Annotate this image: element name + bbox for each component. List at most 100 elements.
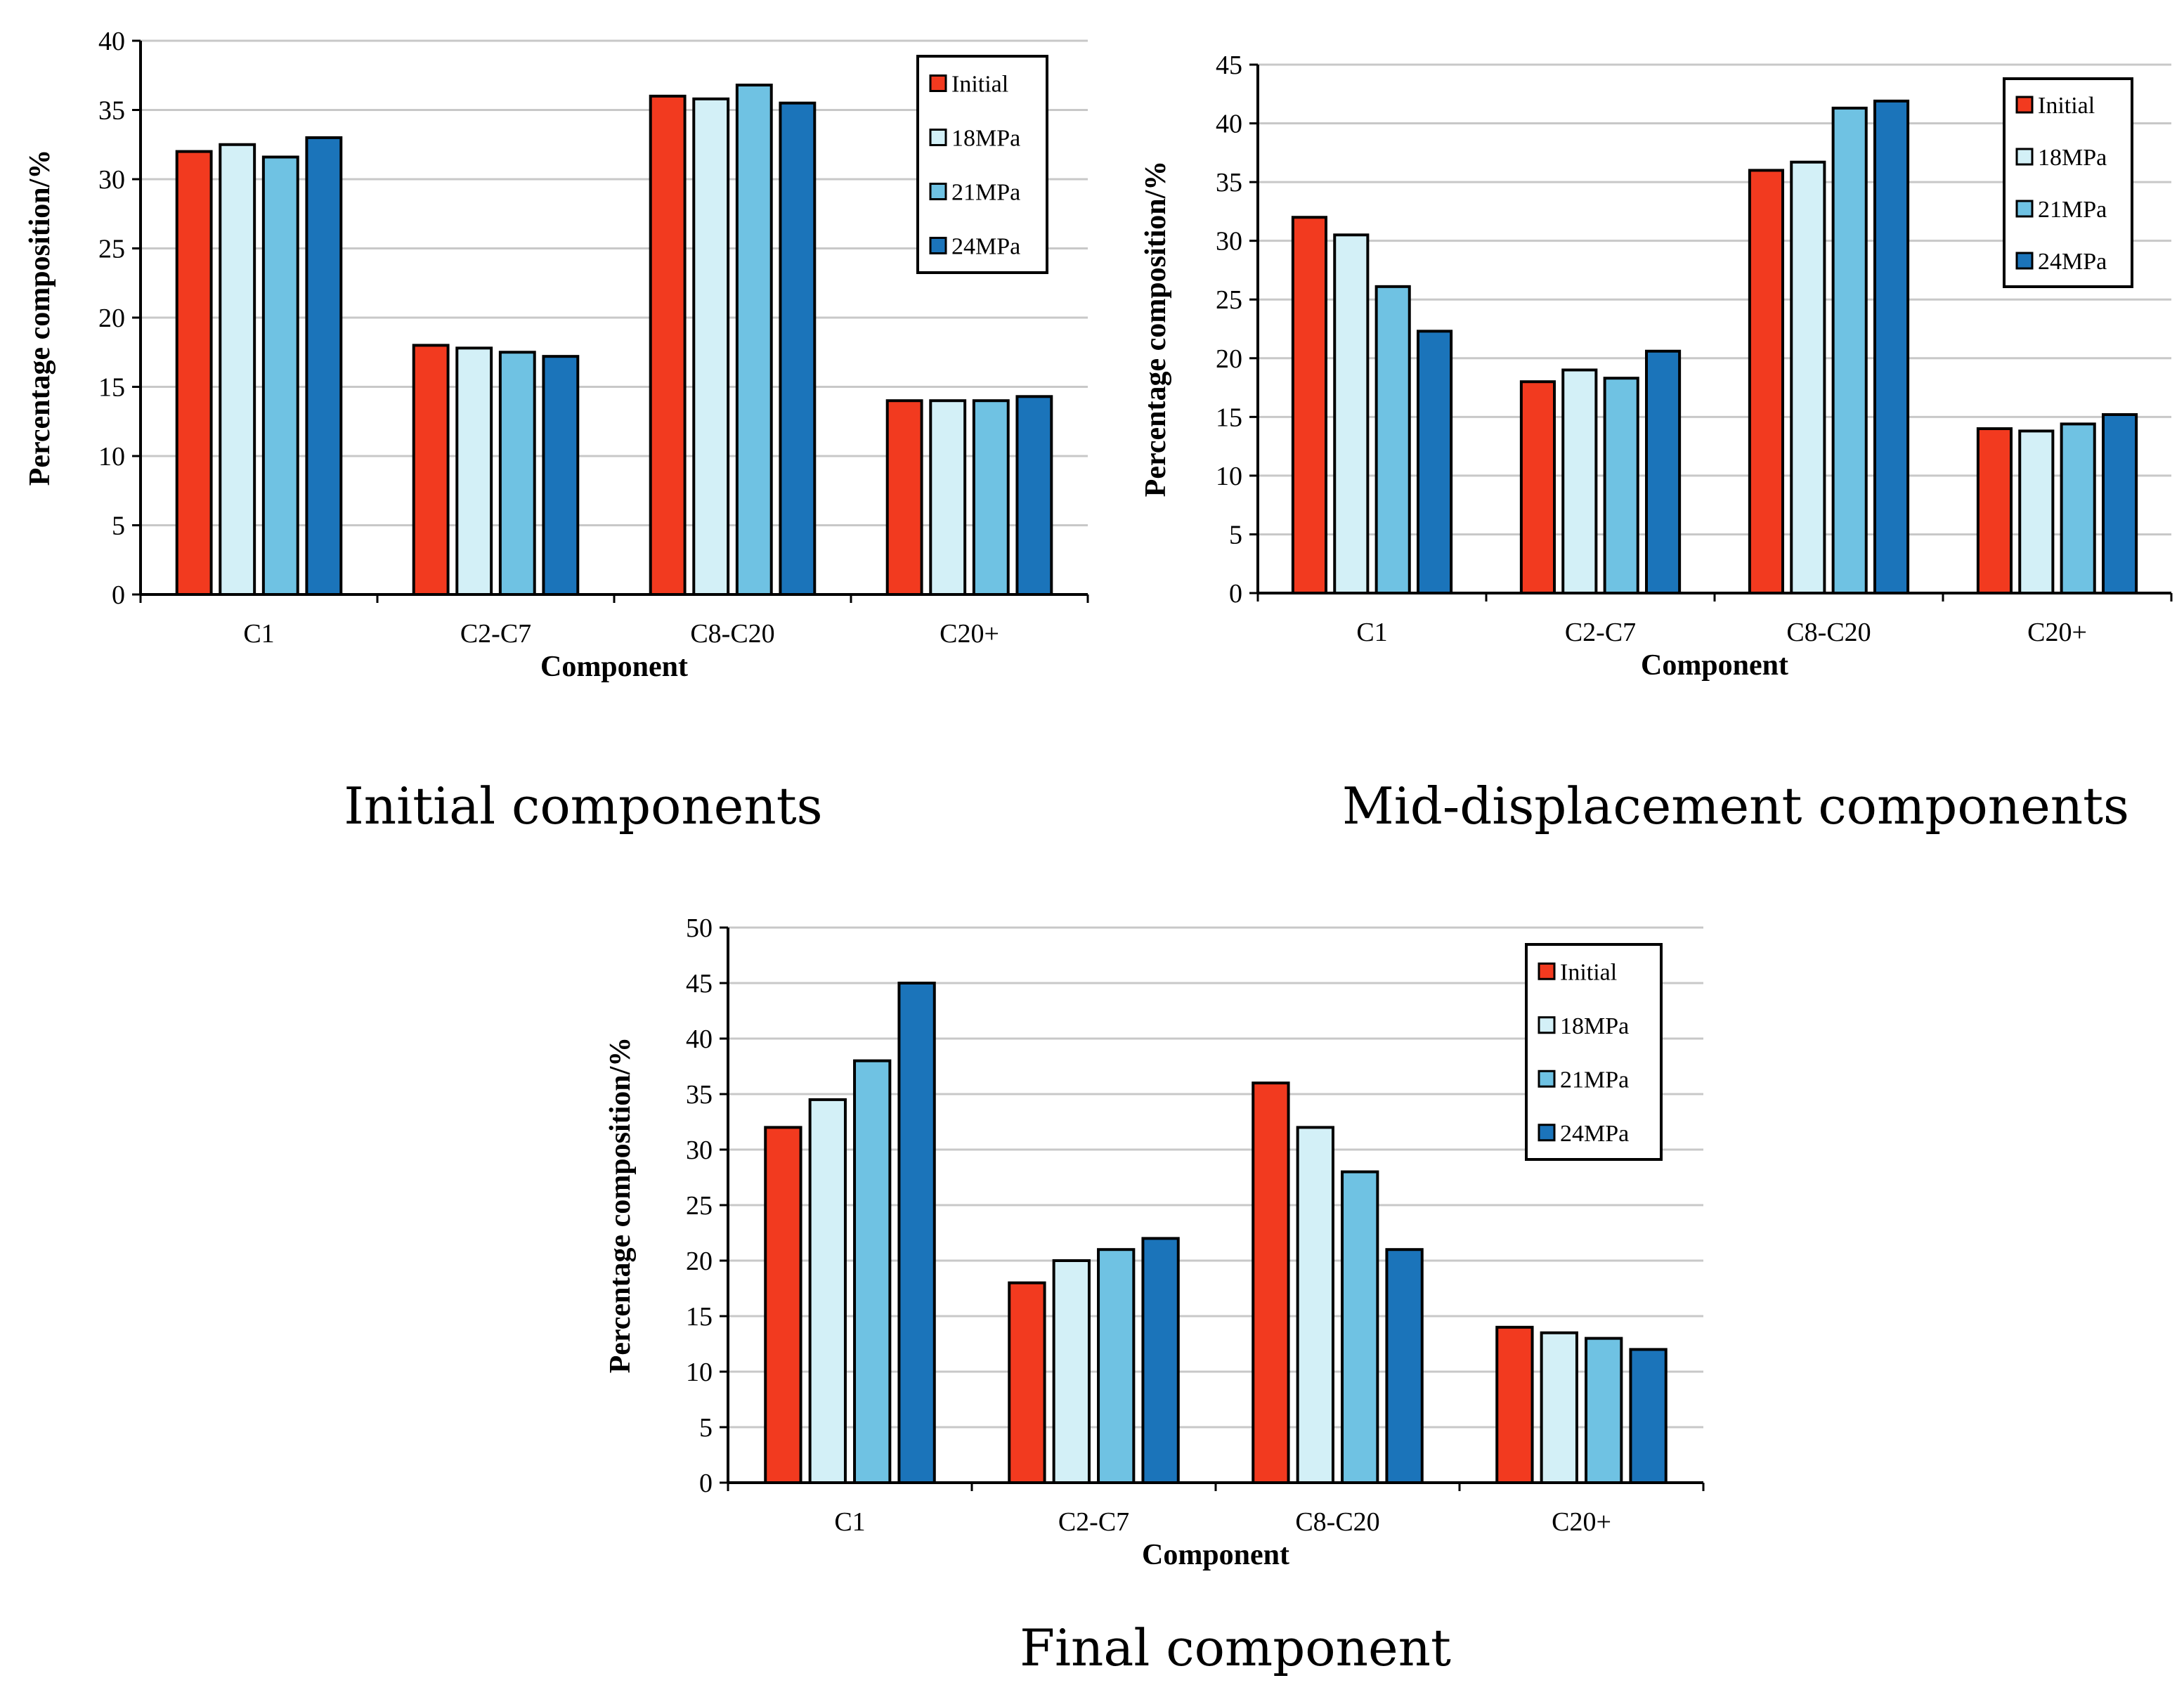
y-tick-label: 20 [1216, 344, 1242, 374]
y-tick-label: 20 [686, 1247, 713, 1276]
y-tick-label: 35 [1216, 168, 1242, 197]
y-tick-label: 5 [112, 512, 125, 541]
bar-21mpa-c8-c20 [1833, 108, 1866, 593]
bar-18mpa-c2-c7 [1563, 370, 1596, 593]
bar-24mpa-c8-c20 [1875, 101, 1908, 593]
chart-final-component: 0 5 10 15 20 25 30 35 40 45 50 C1 C2-C7 C8-C20 C20+ Com… [604, 913, 1703, 1571]
chart-mid-displacement-components: 0 5 10 15 20 25 30 35 40 45 C1 C2-C7 C8-C20 C20+ Compo… [1140, 51, 2171, 682]
legend-label-21mpa: 21MPa [2038, 197, 2107, 223]
y-axis-title: Percentage composition/% [604, 1037, 637, 1374]
bar-initial-c2-c7 [1521, 382, 1554, 593]
legend-label-21mpa: 21MPa [1560, 1067, 1629, 1093]
bar-21mpa-c1 [854, 1061, 890, 1483]
bar-21mpa-c2-c7 [1605, 378, 1638, 593]
y-tick-label: 5 [1229, 520, 1242, 550]
bar-21mpa-c20plus [1586, 1339, 1621, 1483]
x-tick-label: C1 [1356, 618, 1387, 647]
x-tick-label: C8-C20 [1786, 618, 1871, 647]
bar-21mpa-c1 [264, 157, 298, 594]
chart-initial-components: 0 5 10 15 20 25 30 35 40 C1 C2-C7 C8-C20 C20+ Compone… [24, 27, 1088, 683]
legend-label-initial: Initial [1560, 959, 1617, 985]
bar-18mpa-c8-c20 [1791, 162, 1824, 593]
bar-initial-c1 [1293, 217, 1326, 593]
bar-24mpa-c20plus [1630, 1349, 1665, 1483]
y-axis-title: Percentage composition/% [1140, 161, 1172, 498]
bar-21mpa-c1 [1377, 287, 1410, 593]
bar-18mpa-c20plus [1542, 1333, 1577, 1483]
bar-24mpa-c8-c20 [780, 103, 814, 594]
y-tick-label: 30 [1216, 227, 1242, 256]
bar-24mpa-c20plus [2103, 415, 2136, 593]
bar-initial-c2-c7 [414, 345, 448, 594]
figure-canvas: 0 5 10 15 20 25 30 35 40 C1 C2-C7 C8-C20 C20+ Compone… [0, 0, 2184, 1697]
y-tick-label: 0 [112, 580, 125, 610]
bar-24mpa-c2-c7 [1646, 351, 1679, 593]
y-tick-label: 40 [98, 27, 125, 56]
legend-swatch-initial [2017, 97, 2032, 112]
x-axis-title: Component [540, 651, 688, 683]
bar-18mpa-c8-c20 [694, 99, 728, 594]
bar-initial-c8-c20 [651, 96, 685, 594]
bar-initial-c1 [765, 1127, 800, 1483]
bar-21mpa-c8-c20 [737, 85, 772, 594]
bar-21mpa-c8-c20 [1342, 1172, 1377, 1483]
y-tick-label: 25 [686, 1191, 713, 1221]
y-tick-label: 45 [686, 969, 713, 999]
x-axis-title: Component [1641, 649, 1788, 682]
x-tick-label: C20+ [2027, 618, 2087, 647]
bar-18mpa-c1 [220, 145, 254, 594]
legend-label-initial: Initial [951, 72, 1008, 98]
y-tick-label: 40 [686, 1025, 713, 1054]
y-tick-label: 45 [1216, 51, 1242, 80]
bar-24mpa-c2-c7 [1143, 1238, 1178, 1483]
y-tick-label: 15 [686, 1302, 713, 1332]
bar-initial-c8-c20 [1253, 1083, 1288, 1483]
bar-24mpa-c1 [306, 138, 341, 594]
x-axis-title: Component [1142, 1539, 1289, 1571]
caption-initial: Initial components [344, 776, 822, 836]
x-tick-label: C1 [243, 619, 274, 649]
legend-label-18mpa: 18MPa [1560, 1013, 1629, 1039]
caption-final: Final component [1020, 1618, 1451, 1677]
bar-24mpa-c1 [1418, 331, 1451, 593]
x-tick-label: C2-C7 [1058, 1507, 1129, 1537]
bar-initial-c20plus [888, 401, 922, 594]
legend: Initial 18MPa 21MPa 24MPa [918, 56, 1047, 273]
bar-initial-c8-c20 [1750, 170, 1783, 593]
legend-swatch-18mpa [2017, 149, 2032, 164]
y-tick-label: 25 [1216, 285, 1242, 315]
bar-24mpa-c1 [899, 983, 934, 1483]
bar-initial-c2-c7 [1009, 1283, 1044, 1483]
y-tick-label: 30 [98, 165, 125, 195]
y-tick-label: 10 [686, 1358, 713, 1387]
legend-label-initial: Initial [2038, 93, 2095, 119]
y-tick-label: 10 [1216, 462, 1242, 491]
legend-swatch-18mpa [1539, 1017, 1554, 1033]
y-axis-title: Percentage composition/% [24, 150, 56, 486]
bar-18mpa-c8-c20 [1298, 1127, 1333, 1483]
y-tick-label: 10 [98, 442, 125, 472]
legend-label-24mpa: 24MPa [2038, 249, 2107, 275]
x-tick-label: C1 [834, 1507, 865, 1537]
bar-21mpa-c20plus [2062, 424, 2095, 593]
y-tick-label: 40 [1216, 110, 1242, 139]
y-tick-label: 30 [686, 1136, 713, 1165]
legend-swatch-initial [1539, 963, 1554, 979]
legend: Initial 18MPa 21MPa 24MPa [2004, 79, 2132, 287]
caption-mid-displacement: Mid-displacement components [1342, 776, 2129, 836]
bar-18mpa-c1 [1334, 235, 1367, 593]
y-tick-label: 0 [1229, 579, 1242, 609]
legend-label-24mpa: 24MPa [951, 234, 1020, 260]
y-tick-label: 0 [699, 1469, 713, 1498]
bar-18mpa-c2-c7 [457, 348, 491, 594]
bar-initial-c20plus [1497, 1327, 1532, 1483]
legend-swatch-24mpa [2017, 253, 2032, 268]
legend-label-18mpa: 18MPa [951, 126, 1020, 152]
bar-18mpa-c2-c7 [1054, 1261, 1089, 1483]
x-tick-label: C2-C7 [1565, 618, 1636, 647]
y-tick-label: 50 [686, 913, 713, 943]
bar-21mpa-c2-c7 [1098, 1249, 1133, 1483]
legend-swatch-21mpa [2017, 201, 2032, 216]
bar-18mpa-c20plus [2020, 431, 2053, 593]
legend: Initial 18MPa 21MPa 24MPa [1526, 944, 1661, 1159]
